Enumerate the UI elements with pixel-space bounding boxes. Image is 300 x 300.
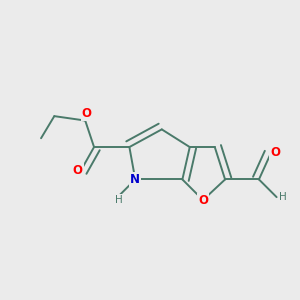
Text: H: H [279,192,286,202]
Text: H: H [115,195,123,205]
Text: O: O [82,107,92,120]
Text: N: N [130,173,140,186]
Text: O: O [198,194,208,207]
Text: O: O [270,146,280,159]
Text: O: O [73,164,83,177]
